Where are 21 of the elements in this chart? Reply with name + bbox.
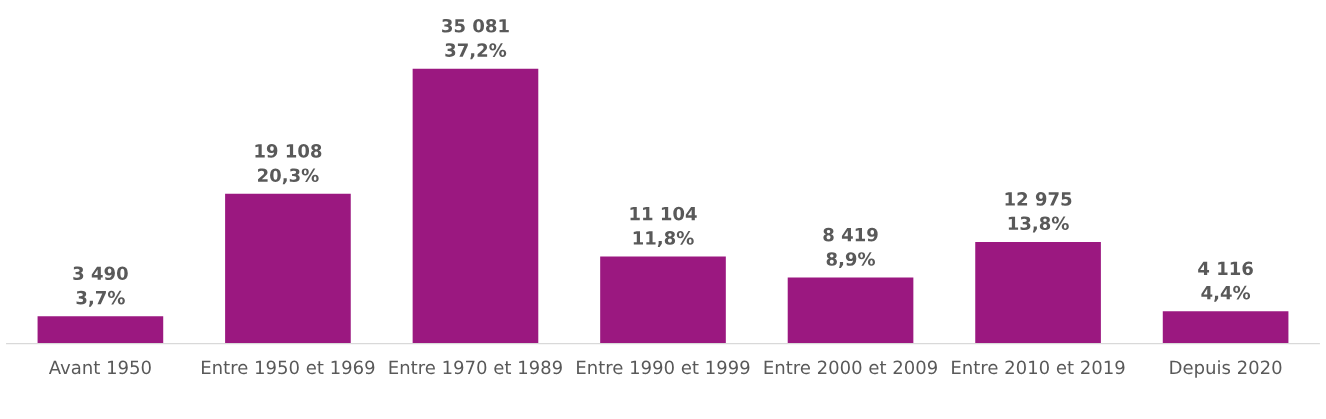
bar (787, 277, 914, 344)
data-label: 3 490 3,7% (73, 266, 128, 307)
data-label: 4 116 4,4% (1198, 261, 1253, 302)
bar (600, 256, 726, 344)
data-label: 12 975 13,8% (1005, 192, 1072, 233)
data-label: 11 104 11,8% (630, 206, 697, 248)
x-tick-label: Entre 2000 et 2009 (764, 360, 937, 375)
data-label: 35 081 37,2% (442, 18, 509, 60)
x-tick-label: Depuis 2020 (1170, 360, 1282, 378)
data-label: 19 108 20,3% (255, 144, 322, 185)
bar (412, 68, 539, 344)
bar (1162, 311, 1289, 344)
data-label: 8 419 8,9% (823, 227, 878, 269)
x-tick-label: Entre 1950 et 1969 (202, 360, 375, 375)
bar (975, 241, 1101, 344)
x-tick-label: Entre 1970 et 1989 (389, 360, 562, 375)
x-tick-label: Entre 1990 et 1999 (577, 360, 750, 375)
x-tick-label: Avant 1950 (48, 360, 151, 375)
bar (37, 316, 164, 344)
x-tick-label: Entre 2010 et 2019 (952, 360, 1125, 375)
bar (225, 193, 351, 344)
